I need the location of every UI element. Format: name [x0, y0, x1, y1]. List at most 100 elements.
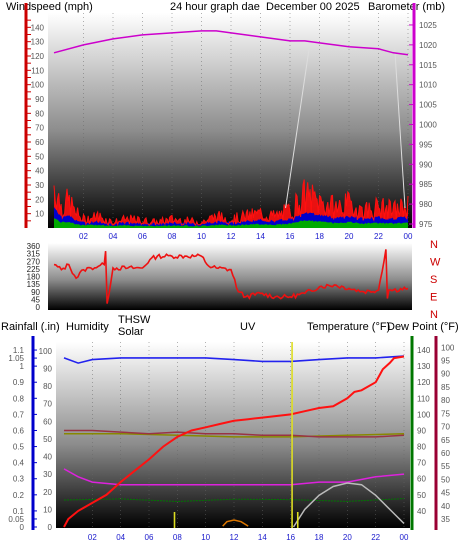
direction-compass-label: S: [430, 274, 437, 286]
dewpoint-y-tick-label: 65: [441, 436, 450, 445]
baro-y-tick-label: 990: [419, 160, 433, 169]
wind-y-tick-label: 30: [35, 181, 44, 190]
rain-y-tick-label: 0.7: [13, 410, 25, 419]
direction-compass-label: N: [430, 239, 438, 251]
dewpoint-y-tick-label: 80: [441, 396, 450, 405]
humidity-series-line: [63, 355, 405, 364]
solar-series-line: [64, 432, 405, 438]
wind-baro-panel: Windspeed (mph) 24 hour graph dae Decemb…: [6, 1, 445, 241]
wind-y-tick-label: 80: [35, 109, 44, 118]
temperature-y-tick-label: 40: [417, 507, 426, 516]
graph-date: December 00 2025: [266, 1, 360, 13]
temperature-y-tick-label: 110: [417, 394, 430, 403]
humidity-y-tick-label: 60: [43, 417, 52, 426]
dewpoint-y-tick-label: 75: [441, 409, 450, 418]
humidity-y-tick-label: 10: [43, 505, 52, 514]
direction-series-line: [53, 249, 409, 304]
dewpoint-y-tick-label: 85: [441, 383, 450, 392]
rain-y-tick-label: 1: [20, 362, 25, 371]
climate-x-tick-label: 08: [173, 533, 182, 542]
climate-x-tick-label: 12: [230, 533, 239, 542]
wind-y-tick-label: 60: [35, 138, 44, 147]
barometer-series-line: [53, 30, 409, 56]
temperature-y-tick-label: 120: [417, 378, 431, 387]
dewpoint-y-tick-label: 60: [441, 449, 450, 458]
rain-y-tick-label: 0: [20, 523, 25, 532]
dewpoint-y-tick-label: 100: [441, 343, 455, 352]
rain-y-tick-label: 0.1: [13, 507, 25, 516]
baro-y-tick-label: 995: [419, 140, 433, 149]
dewpoint-y-tick-label: 45: [441, 489, 450, 498]
windspeed-label: Windspeed (mph): [6, 1, 93, 13]
wind-x-tick-label: 14: [256, 232, 265, 241]
humidity-y-tick-label: 20: [43, 488, 52, 497]
wind-y-tick-label: 10: [35, 210, 44, 219]
wind-direction-plot-area: [48, 243, 412, 310]
dewpoint-y-tick-label: 40: [441, 502, 450, 511]
humidity-y-tick-label: 30: [43, 470, 52, 479]
rain-y-tick-label: 1.05: [8, 354, 24, 363]
direction-y-tick-label: 45: [31, 295, 40, 304]
baro-y-tick-label: 1005: [419, 101, 437, 110]
direction-compass-label: W: [430, 257, 441, 269]
direction-y-tick-label: 180: [27, 273, 41, 282]
humidity-y-tick-label: 40: [43, 453, 52, 462]
direction-y-tick-label: 90: [31, 288, 40, 297]
climate-x-tick-label: 16: [286, 533, 295, 542]
dewpoint-y-tick-label: 35: [441, 515, 450, 524]
solar-legend: Solar: [118, 326, 144, 338]
wind-y-tick-label: 130: [31, 38, 45, 47]
humidity-y-tick-label: 0: [48, 523, 53, 532]
dewpoint-y-tick-label: 95: [441, 357, 450, 366]
temperature-low-line: [63, 498, 405, 503]
climate-x-tick-label: 22: [371, 533, 380, 542]
wind-y-tick-label: 90: [35, 95, 44, 104]
uv-series-line: [222, 519, 249, 527]
thsw-legend: THSW: [118, 314, 151, 326]
wind-x-tick-label: 22: [374, 232, 383, 241]
temperature-y-tick-label: 80: [417, 443, 426, 452]
humidity-y-tick-label: 80: [43, 382, 52, 391]
direction-compass-label: N: [430, 309, 438, 321]
wind-y-tick-label: 40: [35, 167, 44, 176]
climate-x-tick-label: 04: [116, 533, 125, 542]
rain-y-tick-label: 0.3: [13, 475, 25, 484]
barometer-label: Barometer (mb): [368, 1, 445, 13]
dewpoint-y-tick-label: 55: [441, 462, 450, 471]
wind-x-tick-label: 04: [109, 232, 118, 241]
wind-y-tick-label: 110: [31, 66, 44, 75]
wind-x-tick-label: 20: [345, 232, 354, 241]
wind-x-tick-label: 10: [197, 232, 206, 241]
uv-legend: UV: [240, 321, 256, 333]
direction-y-tick-label: 270: [27, 257, 41, 266]
climate-panel: Rainfall (.in) Humidity THSW Solar UV Te…: [1, 314, 459, 542]
climate-x-tick-label: 20: [343, 533, 352, 542]
direction-y-tick-label: 315: [27, 250, 41, 259]
temperature-y-tick-label: 50: [417, 491, 426, 500]
baro-y-tick-label: 1025: [419, 21, 437, 30]
dewpoint-y-tick-label: 70: [441, 423, 450, 432]
wind-x-tick-label: 18: [315, 232, 324, 241]
wind-x-tick-label: 08: [168, 232, 177, 241]
rain-y-tick-label: 0.8: [13, 394, 25, 403]
rain-y-tick-label: 0.9: [13, 378, 25, 387]
wind-artefact-line: [394, 47, 406, 209]
wind-x-tick-label: 16: [286, 232, 295, 241]
climate-x-tick-label: 14: [258, 533, 267, 542]
baro-y-tick-label: 980: [419, 200, 433, 209]
wind-min-area: [54, 218, 408, 228]
humidity-y-tick-label: 100: [39, 347, 53, 356]
temperature-series-line: [64, 429, 405, 438]
temperature-y-tick-label: 90: [417, 426, 426, 435]
wind-x-tick-label: 02: [79, 232, 88, 241]
wind-baro-plot-area: [48, 13, 412, 228]
wind-y-tick-label: 120: [31, 52, 45, 61]
direction-y-tick-label: 0: [36, 303, 41, 312]
baro-y-tick-label: 1000: [419, 120, 437, 129]
humidity-y-tick-label: 50: [43, 435, 52, 444]
dewpoint-y-tick-label: 50: [441, 475, 450, 484]
baro-y-tick-label: 975: [419, 220, 433, 229]
climate-x-tick-label: 06: [145, 533, 154, 542]
direction-y-tick-label: 225: [27, 265, 41, 274]
temperature-y-tick-label: 60: [417, 475, 426, 484]
